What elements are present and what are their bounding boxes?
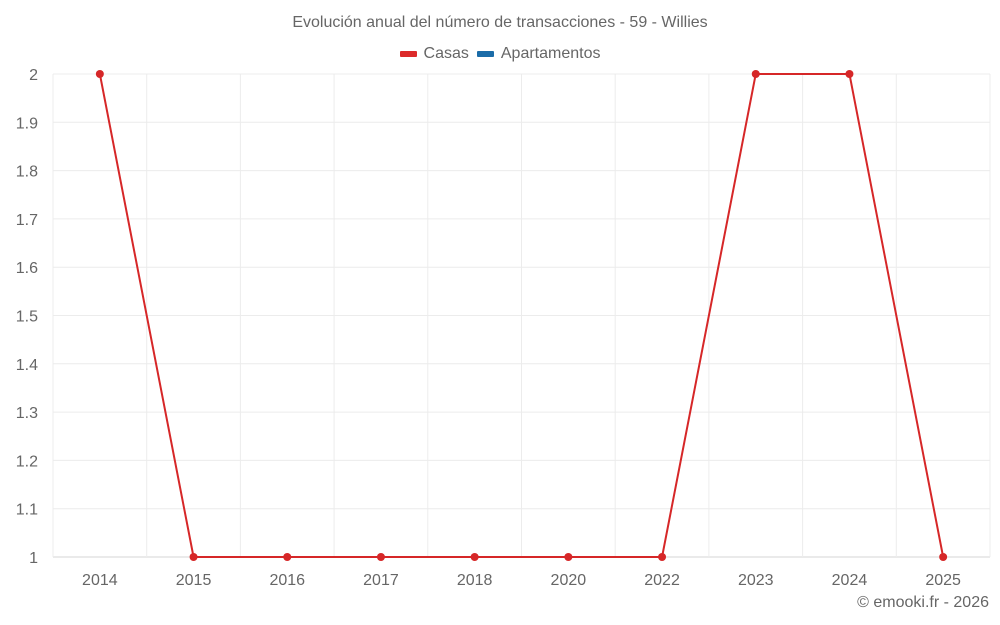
y-tick-label: 1.8 [16,164,38,181]
x-tick-label: 2020 [551,572,587,589]
legend-item-apartamentos[interactable]: Apartamentos [476,45,601,63]
y-tick-label: 1 [29,550,38,567]
series-line-casas [98,73,945,558]
x-tick-label: 2018 [457,572,493,589]
y-tick-label: 1.9 [16,115,38,132]
chart-legend: Casas Apartamentos [0,45,1000,63]
data-point [95,70,104,78]
y-tick-label: 1.6 [16,260,38,277]
x-tick-label: 2016 [269,572,305,589]
chart-title: Evolución anual del número de transaccio… [292,14,708,31]
x-tick-label: 2022 [644,572,680,589]
x-tick-label: 2015 [176,572,212,589]
y-tick-label: 1.5 [16,309,38,326]
y-tick-label: 2 [29,67,38,84]
data-point [845,70,854,78]
data-point [564,553,573,561]
legend-swatch-casas [399,51,417,57]
data-point [470,553,479,561]
data-point [376,553,385,561]
legend-label-casas: Casas [423,45,469,62]
y-tick-label: 1.3 [16,405,38,422]
y-tick-label: 1.7 [16,212,38,229]
legend-item-casas[interactable]: Casas [399,45,469,63]
legend-label-apartamentos: Apartamentos [500,45,601,62]
data-point [283,553,292,561]
x-tick-label: 2024 [832,572,868,589]
data-point [751,70,760,78]
data-point [658,553,667,561]
y-tick-label: 1.4 [16,357,38,374]
x-tick-label: 2014 [82,572,118,589]
x-tick-label: 2017 [363,572,399,589]
x-tick-label: 2023 [738,572,774,589]
legend-swatch-apartamentos [476,51,494,57]
credit-text: © emooki.fr - 2026 [857,594,989,611]
y-tick-label: 1.1 [16,502,38,519]
x-tick-label: 2025 [925,572,961,589]
data-point [939,553,948,561]
data-point [189,553,198,561]
y-tick-label: 1.2 [16,453,38,470]
